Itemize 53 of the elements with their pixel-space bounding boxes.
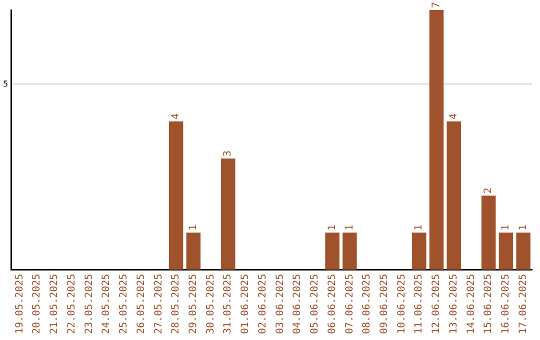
x-tick-label: 23.05.2025	[84, 274, 95, 334]
x-tick-label: 21.05.2025	[49, 274, 60, 334]
x-tick-label: 26.05.2025	[136, 274, 147, 334]
bar	[168, 121, 184, 270]
x-tick-label: 29.05.2025	[188, 274, 199, 334]
x-tick-label: 15.06.2025	[483, 274, 494, 334]
x-tick-label: 25.05.2025	[118, 274, 130, 334]
x-tick-label: 27.05.2025	[153, 274, 164, 334]
x-tick-label: 04.06.2025	[292, 274, 304, 334]
y-tick-label: 5	[2, 79, 8, 88]
x-tick-label: 02.06.2025	[257, 274, 268, 334]
data-label: 7	[431, 2, 442, 8]
x-tick-label: 03.06.2025	[274, 274, 286, 334]
x-tick-label: 24.05.2025	[101, 274, 112, 334]
bar	[429, 10, 444, 270]
bar	[325, 232, 340, 270]
bar	[221, 158, 236, 270]
x-tick-label: 17.06.2025	[518, 274, 529, 334]
data-label: 3	[222, 150, 234, 156]
data-label: 4	[448, 113, 460, 120]
x-tick-label: 08.06.2025	[362, 274, 373, 334]
x-tick-label: 01.06.2025	[240, 274, 252, 334]
bar	[342, 232, 357, 270]
x-tick-label: 10.06.2025	[396, 274, 408, 334]
x-tick-label: 20.05.2025	[32, 274, 43, 334]
data-label: 4	[170, 113, 182, 120]
x-tick-label: 07.06.2025	[344, 274, 356, 334]
x-tick-label: 30.05.2025	[205, 274, 216, 334]
x-tick-label: 11.06.2025	[414, 274, 425, 334]
data-label: 1	[518, 224, 529, 231]
x-tick-label: 05.06.2025	[310, 274, 321, 334]
data-label: 1	[344, 224, 356, 231]
x-tick-label: 13.06.2025	[448, 274, 460, 334]
x-tick-label: 16.06.2025	[500, 274, 512, 334]
x-tick-label: 06.06.2025	[326, 274, 338, 334]
data-label: 1	[500, 224, 512, 231]
x-tick-label: 14.06.2025	[466, 274, 477, 334]
bar	[516, 232, 530, 270]
x-tick-label: 22.05.2025	[66, 274, 78, 334]
bar	[481, 196, 496, 270]
bar	[446, 121, 461, 270]
x-tick-label: 31.05.2025	[222, 274, 234, 334]
x-tick-label: 12.06.2025	[431, 274, 442, 334]
data-label: 1	[188, 224, 199, 231]
data-label: 2	[483, 188, 494, 194]
x-tick-label: 19.05.2025	[14, 274, 26, 334]
x-tick-label: 28.05.2025	[170, 274, 182, 334]
data-label: 1	[414, 224, 425, 231]
x-tick-label: 09.06.2025	[379, 274, 390, 334]
bar	[498, 232, 514, 270]
bar	[412, 232, 426, 270]
bar	[186, 232, 201, 270]
data-label: 1	[326, 224, 338, 231]
